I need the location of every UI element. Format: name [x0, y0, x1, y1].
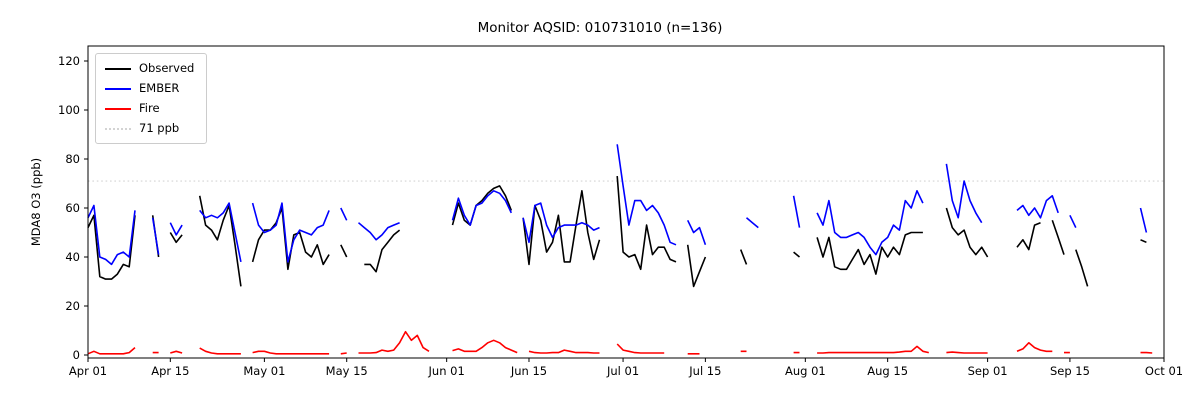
- x-tick-label: Jul 01: [606, 364, 639, 378]
- legend-label: 71 ppb: [139, 121, 180, 135]
- legend-swatch-ember: [105, 87, 131, 90]
- y-axis-label: MDA8 O3 (ppb): [29, 158, 43, 246]
- x-tick-label: Jun 15: [510, 364, 547, 378]
- y-tick-label: 40: [65, 250, 80, 264]
- y-tick-label: 0: [73, 348, 80, 362]
- legend-swatch-71-ppb: [105, 127, 131, 130]
- y-tick-label: 60: [65, 201, 80, 215]
- y-tick-label: 120: [58, 54, 80, 68]
- y-tick-label: 80: [65, 152, 80, 166]
- legend-swatch-observed: [105, 67, 131, 70]
- y-tick-label: 100: [58, 103, 80, 117]
- legend: Observed EMBER Fire 71 ppb: [95, 53, 208, 144]
- x-tick-label: Aug 15: [867, 364, 908, 378]
- x-tick-label: Sep 01: [968, 364, 1008, 378]
- legend-label: EMBER: [139, 81, 180, 95]
- x-tick-label: May 15: [326, 364, 368, 378]
- legend-item-71-ppb: 71 ppb: [105, 121, 194, 136]
- legend-label: Fire: [139, 101, 160, 115]
- x-tick-label: Apr 01: [69, 364, 107, 378]
- legend-item-fire: Fire: [105, 101, 194, 116]
- series-ember-line: [87, 144, 1148, 266]
- x-tick-label: May 01: [243, 364, 285, 378]
- legend-item-observed: Observed: [105, 61, 194, 76]
- series-observed-line: [87, 176, 1147, 288]
- legend-item-ember: EMBER: [105, 81, 194, 96]
- chart-title: Monitor AQSID: 010731010 (n=136): [477, 20, 723, 36]
- legend-swatch-fire: [105, 107, 131, 110]
- axes-frame: [87, 45, 1165, 359]
- legend-label: Observed: [139, 61, 195, 75]
- series-fire-line: [87, 330, 1153, 355]
- x-tick-label: Jun 01: [428, 364, 465, 378]
- x-tick-label: Oct 01: [1145, 364, 1183, 378]
- y-tick-label: 20: [65, 299, 80, 313]
- x-tick-label: Jul 15: [688, 364, 721, 378]
- x-tick-label: Sep 15: [1050, 364, 1090, 378]
- x-tick-label: Aug 01: [785, 364, 826, 378]
- x-tick-label: Apr 15: [151, 364, 189, 378]
